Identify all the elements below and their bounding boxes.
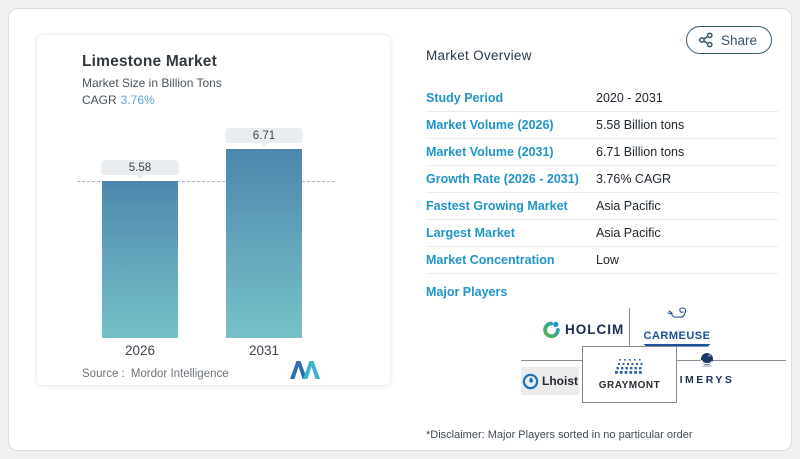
carmeuse-logo: CARMEUSE xyxy=(639,305,715,345)
share-button[interactable]: Share xyxy=(685,26,772,54)
major-players-diagram: HOLCIM CARMEUSE Lhoist xyxy=(481,304,789,409)
row-label: Study Period xyxy=(426,91,504,105)
major-players-label: Major Players xyxy=(426,285,508,299)
table-row: Growth Rate (2026 - 2031) 3.76% CAGR xyxy=(426,166,778,193)
carmeuse-swan-icon xyxy=(667,307,687,318)
lhoist-wordmark: Lhoist xyxy=(542,374,578,388)
disclaimer-text: *Disclaimer: Major Players sorted in no … xyxy=(426,429,693,441)
holcim-wordmark: HOLCIM xyxy=(565,322,625,337)
graymont-dots-icon xyxy=(614,358,642,374)
chart-subtitle: Market Size in Billion Tons xyxy=(82,76,222,90)
divider-vertical xyxy=(629,308,630,346)
cagr-value: 3.76% xyxy=(120,93,155,107)
source-value: Mordor Intelligence xyxy=(130,368,229,380)
row-value: Asia Pacific xyxy=(596,226,661,240)
bar-chart: 5.58 6.71 xyxy=(37,115,392,355)
row-label: Largest Market xyxy=(426,226,515,240)
table-row: Market Volume (2031) 6.71 Billion tons xyxy=(426,139,778,166)
overview-title: Market Overview xyxy=(426,48,532,63)
x-axis: 2026 2031 xyxy=(37,343,392,361)
table-row: Study Period 2020 - 2031 xyxy=(426,85,778,112)
row-label: Growth Rate (2026 - 2031) xyxy=(426,172,579,186)
table-row: Fastest Growing Market Asia Pacific xyxy=(426,193,778,220)
bar-value-label-2031: 6.71 xyxy=(225,128,303,147)
row-value: 6.71 Billion tons xyxy=(596,145,685,159)
carmeuse-wordmark: CARMEUSE xyxy=(643,330,711,345)
row-value: 3.76% CAGR xyxy=(596,172,672,186)
row-label: Market Volume (2026) xyxy=(426,118,554,132)
bar-2026[interactable] xyxy=(102,181,178,338)
imerys-wordmark: IMERYS xyxy=(679,374,735,386)
row-value: 5.58 Billion tons xyxy=(596,118,685,132)
share-label: Share xyxy=(720,32,757,48)
source-row: Source : Mordor Intelligence xyxy=(82,368,229,380)
bar-2031[interactable] xyxy=(226,149,302,338)
x-tick-2031: 2031 xyxy=(248,343,280,358)
graymont-wordmark: GRAYMONT xyxy=(598,379,661,391)
row-value: Low xyxy=(596,253,619,267)
source-label: Source : xyxy=(82,368,125,380)
row-label: Fastest Growing Market xyxy=(426,199,568,213)
lhoist-logo: Lhoist xyxy=(521,367,579,395)
share-icon xyxy=(698,32,713,48)
overview-table: Study Period 2020 - 2031 Market Volume (… xyxy=(426,85,778,274)
row-value: 2020 - 2031 xyxy=(596,91,663,105)
chart-title: Limestone Market xyxy=(82,53,217,70)
holcim-logo: HOLCIM xyxy=(543,320,624,339)
infographic-card: Share Limestone Market Market Size in Bi… xyxy=(8,8,792,451)
bar-value-label-2026: 5.58 xyxy=(101,160,179,179)
holcim-swirl-icon xyxy=(543,321,560,339)
lhoist-drop-icon xyxy=(522,373,539,389)
limestone-chart-card: Limestone Market Market Size in Billion … xyxy=(36,34,391,386)
cagr-label: CAGR xyxy=(82,93,117,107)
imerys-sphere-icon xyxy=(700,353,713,368)
row-label: Market Volume (2031) xyxy=(426,145,554,159)
table-row: Largest Market Asia Pacific xyxy=(426,220,778,247)
reference-dashed-line xyxy=(77,181,335,182)
row-label: Market Concentration xyxy=(426,253,555,267)
row-value: Asia Pacific xyxy=(596,199,661,213)
imerys-logo: IMERYS xyxy=(677,352,737,386)
bar-group-2026[interactable]: 5.58 xyxy=(101,160,179,338)
market-overview-panel: Market Overview Study Period 2020 - 2031… xyxy=(426,48,778,299)
bar-group-2031[interactable]: 6.71 xyxy=(225,128,303,338)
chart-cagr: CAGR 3.76% xyxy=(82,93,155,107)
table-row: Market Volume (2026) 5.58 Billion tons xyxy=(426,112,778,139)
graymont-logo: GRAYMONT xyxy=(582,346,677,403)
table-row: Market Concentration Low xyxy=(426,247,778,274)
mordor-intelligence-logo-icon xyxy=(290,361,320,379)
x-tick-2026: 2026 xyxy=(124,343,156,358)
